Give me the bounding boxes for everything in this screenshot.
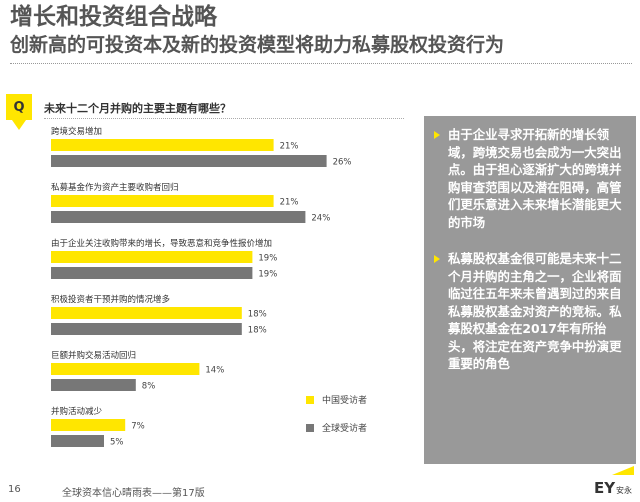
bar-china [51,363,200,375]
bar-global [51,211,306,223]
bar-global [51,379,136,391]
insight-bullet-1: 由于企业寻求开拓新的增长领域，跨境交易也会成为一大突出点。由于担心逐渐扩大的跨境… [434,126,628,231]
category-label: 由于企业关注收购带来的增长，导致恶意和竞争性报价增加 [51,238,272,249]
ey-logo-beam [612,466,634,475]
data-label: 24% [311,214,330,224]
bullet-arrow-icon [434,255,440,263]
data-label: 14% [205,366,224,376]
bar-china [51,251,253,263]
bar-china [51,195,274,207]
legend-label-global: 全球受访者 [322,424,368,434]
bar-china [51,307,242,319]
data-label: 18% [248,310,267,320]
data-label: 21% [280,198,299,208]
page-title: 增长和投资组合战略 [10,4,217,30]
question-badge-pointer [12,120,26,130]
publication-title: 全球资本信心晴雨表——第17版 [62,488,205,499]
bullet-arrow-icon [434,131,440,139]
survey-question: 未来十二个月并购的主要主题有哪些？ [44,102,231,115]
bar-china [51,419,126,431]
ey-logo-cn: 安永 [616,486,632,495]
category-label: 巨额并购交易活动回归 [51,350,136,361]
data-label: 26% [333,158,352,168]
legend-swatch-global [306,423,314,432]
legend-label-china: 中国受访者 [322,396,368,406]
category-label: 并购活动减少 [51,406,103,417]
data-label: 18% [248,326,267,336]
category-label: 积极投资者干预并购的情况增多 [51,294,171,305]
data-label: 19% [258,254,277,264]
data-label: 5% [110,438,124,448]
bar-global [51,267,253,279]
category-label: 跨境交易增加 [51,126,102,137]
bar-global [51,155,327,167]
insight-bullet-2: 私募股权基金很可能是未来十二个月并购的主角之一，企业将面临过往五年来未曾遇到过的… [434,250,628,373]
bar-global [51,435,104,447]
insight-panel: 由于企业寻求开拓新的增长领域，跨境交易也会成为一大突出点。由于担心逐渐扩大的跨境… [424,116,636,464]
title-divider [10,63,632,64]
category-label: 私募基金作为资产主要收购者回归 [51,182,179,193]
insight-text-1: 由于企业寻求开拓新的增长领域，跨境交易也会成为一大突出点。由于担心逐渐扩大的跨境… [448,127,622,230]
bar-china [51,139,274,151]
legend-item-global: 全球受访者 [306,421,367,434]
legend-swatch-china [306,395,314,404]
page-subtitle: 创新高的可投资本及新的投资模型将助力私募股权投资行为 [10,34,505,56]
data-label: 8% [142,382,156,392]
ey-logo-text: EY [594,479,616,497]
page-number: 16 [8,484,21,495]
question-divider [44,118,404,119]
ey-logo: EY 安永 [594,466,638,500]
data-label: 7% [131,422,145,432]
bar-chart: 跨境交易增加 21% 26% 私募基金作为资产主要收购者回归 21% 24% 由于企业关注收… [51,126,352,448]
data-label: 19% [258,270,277,280]
legend-item-china: 中国受访者 [306,393,367,406]
question-badge: Q [6,94,32,120]
bar-global [51,323,242,335]
insight-text-2: 私募股权基金很可能是未来十二个月并购的主角之一，企业将面临过往五年来未曾遇到过的… [448,251,622,371]
data-label: 21% [280,142,299,152]
